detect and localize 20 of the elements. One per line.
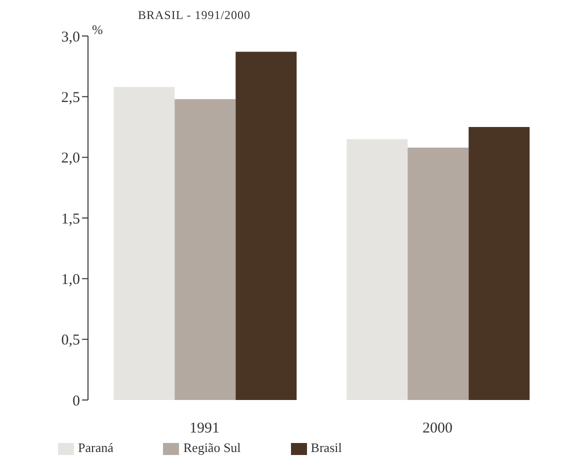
bar	[174, 99, 236, 400]
chart-title: BRASIL - 1991/2000	[138, 8, 251, 23]
y-tick-label: 3,0	[61, 29, 80, 46]
y-tick-label: 0	[72, 393, 80, 410]
bar	[346, 139, 408, 400]
bar	[236, 52, 297, 400]
x-tick-label: 1991	[190, 420, 220, 437]
y-tick-label: 0,5	[61, 332, 80, 349]
bar	[114, 86, 175, 400]
legend-label: Região Sul	[183, 440, 241, 455]
y-tick-label: 2,0	[61, 150, 80, 167]
y-axis-title: %	[92, 22, 103, 38]
y-tick-label: 2,5	[61, 90, 80, 106]
y-tick-label: 1,0	[61, 272, 80, 288]
bar	[468, 126, 530, 400]
legend-label: Paraná	[78, 440, 114, 455]
legend-label: Brasil	[310, 440, 342, 455]
x-tick-label: 2000	[422, 420, 452, 437]
y-tick-label: 1,5	[61, 211, 80, 228]
bar	[408, 148, 469, 400]
